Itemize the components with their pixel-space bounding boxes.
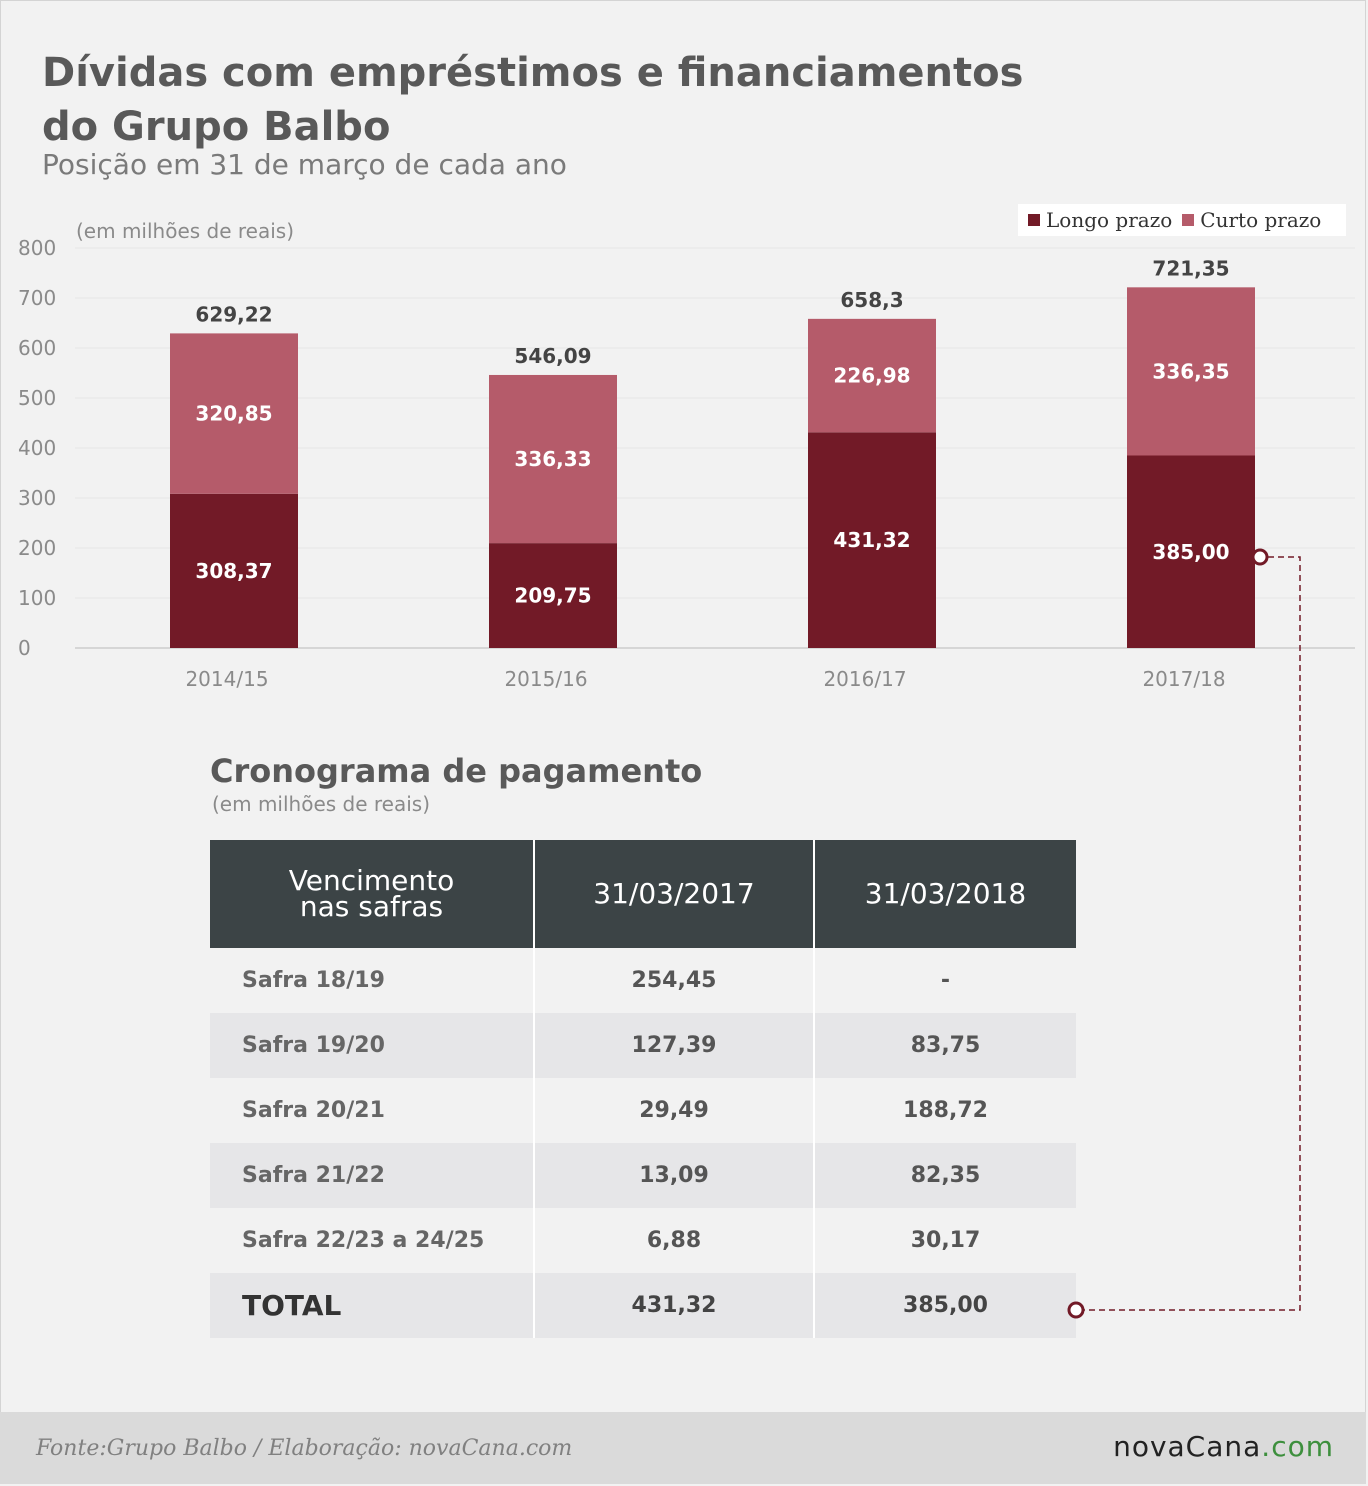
table-row: Safra 19/20 127,39 83,75 xyxy=(210,1013,1076,1078)
y-tick-label: 800 xyxy=(18,236,56,260)
row-label: Safra 22/23 a 24/25 xyxy=(210,1208,535,1273)
row-value-2017: 13,09 xyxy=(534,1143,815,1208)
row-label: Safra 18/19 xyxy=(210,948,535,1013)
bar-label-short: 226,98 xyxy=(833,364,910,388)
row-label: Safra 19/20 xyxy=(210,1013,535,1078)
chart-subtitle: Posição em 31 de março de cada ano xyxy=(42,148,567,181)
title-line-2: do Grupo Balbo xyxy=(42,104,391,150)
bar-label-long: 308,37 xyxy=(195,559,272,583)
bar-long-prazo xyxy=(808,432,936,648)
legend-label-long: Longo prazo xyxy=(1046,208,1173,232)
bar-label-long: 209,75 xyxy=(514,584,591,608)
chart-legend: Longo prazo Curto prazo xyxy=(1018,204,1346,236)
x-tick-label: 2014/15 xyxy=(185,667,268,691)
bar-long-prazo xyxy=(489,543,617,648)
footer-bar xyxy=(0,1412,1366,1484)
header-maturity: Vencimento nas safras xyxy=(210,840,535,948)
y-tick-label: 400 xyxy=(18,436,56,460)
legend-label-short: Curto prazo xyxy=(1200,208,1322,232)
bar-curto-prazo xyxy=(489,374,617,544)
logo-accent: .com xyxy=(1261,1430,1334,1463)
y-unit-label: (em milhões de reais) xyxy=(76,219,294,243)
bar-total-label: 658,3 xyxy=(840,288,903,312)
y-tick-label: 200 xyxy=(18,536,56,560)
y-tick-label: 600 xyxy=(18,336,56,360)
header-2017: 31/03/2017 xyxy=(534,840,815,948)
bar-label-short: 336,33 xyxy=(514,447,591,471)
header-maturity-line2: nas safras xyxy=(299,890,444,923)
legend-item-long: Longo prazo xyxy=(1028,208,1172,232)
bar-total-label: 629,22 xyxy=(195,302,272,326)
bar-curto-prazo xyxy=(808,318,936,433)
row-value-2018: 83,75 xyxy=(814,1013,1076,1078)
bar-label-short: 320,85 xyxy=(195,402,272,426)
novacana-logo: novaCana.com xyxy=(1113,1430,1334,1463)
bar-curto-prazo xyxy=(170,333,298,494)
total-value-2017: 431,32 xyxy=(534,1273,815,1338)
bar-label-long: 385,00 xyxy=(1152,540,1229,564)
table-row: Safra 18/19 254,45 - xyxy=(210,948,1076,1013)
y-tick-label: 300 xyxy=(18,486,56,510)
row-value-2018: - xyxy=(940,968,951,993)
chart-title: Dívidas com empréstimos e financiamentos… xyxy=(42,46,1142,154)
table-row: Safra 21/22 13,09 82,35 xyxy=(210,1143,1076,1208)
row-value-2017: 29,49 xyxy=(534,1078,815,1143)
bar-total-label: 721,35 xyxy=(1152,256,1229,280)
bar-total-label: 546,09 xyxy=(514,344,591,368)
bar-label-short: 336,35 xyxy=(1152,359,1229,383)
schedule-title: Cronograma de pagamento xyxy=(210,752,703,790)
source-note: Fonte:Grupo Balbo / Elaboração: novaCana… xyxy=(36,1436,573,1461)
logo-main: novaCana xyxy=(1113,1430,1262,1463)
total-label: TOTAL xyxy=(210,1273,535,1338)
bar-label-long: 431,32 xyxy=(833,528,910,552)
stacked-bar-chart: (em milhões de reais) 0 100 200 300 400 500 600… xyxy=(18,219,1355,691)
y-tick-label: 700 xyxy=(18,286,56,310)
x-tick-label: 2016/17 xyxy=(823,667,906,691)
y-tick-label: 500 xyxy=(18,386,56,410)
legend-swatch-short xyxy=(1182,214,1195,226)
row-label: Safra 20/21 xyxy=(210,1078,535,1143)
payment-schedule-table: Vencimento nas safras 31/03/2017 31/03/2… xyxy=(210,840,1076,1338)
schedule-unit: (em milhões de reais) xyxy=(212,792,431,816)
row-value-2017: 254,45 xyxy=(534,948,815,1013)
bar-long-prazo xyxy=(170,493,298,648)
total-value-2018: 385,00 xyxy=(814,1273,1076,1338)
row-value-2018: 82,35 xyxy=(814,1143,1076,1208)
table-row: Safra 22/23 a 24/25 6,88 30,17 xyxy=(210,1208,1076,1273)
legend-item-short: Curto prazo xyxy=(1182,208,1321,232)
row-value-2017: 6,88 xyxy=(534,1208,815,1273)
row-value-2017: 127,39 xyxy=(534,1013,815,1078)
row-value-2018: 30,17 xyxy=(910,1228,981,1253)
header-2018: 31/03/2018 xyxy=(814,840,1076,948)
row-label: Safra 21/22 xyxy=(210,1143,535,1208)
table-header-row: Vencimento nas safras 31/03/2017 31/03/2… xyxy=(210,840,1076,948)
table-total-row: TOTAL 431,32 385,00 xyxy=(210,1273,1076,1338)
x-tick-label: 2015/16 xyxy=(504,667,587,691)
table-row: Safra 20/21 29,49 188,72 xyxy=(210,1078,1076,1143)
header-maturity-line1: Vencimento xyxy=(288,864,455,897)
y-tick-label: 100 xyxy=(18,586,56,610)
row-value-2018: 188,72 xyxy=(903,1098,988,1123)
x-tick-label: 2017/18 xyxy=(1142,667,1225,691)
bar-curto-prazo xyxy=(1127,287,1255,456)
title-line-1: Dívidas com empréstimos e financiamentos xyxy=(42,50,1024,96)
y-tick-label: 0 xyxy=(18,636,31,660)
legend-swatch-long xyxy=(1028,214,1040,226)
